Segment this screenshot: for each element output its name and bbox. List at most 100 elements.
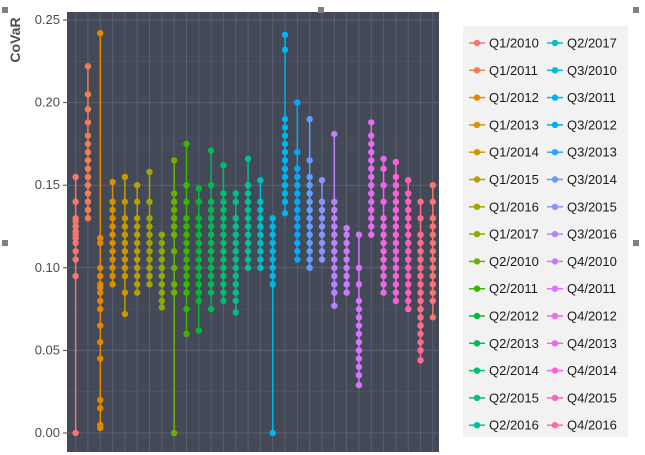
legend-key-point	[551, 230, 559, 238]
data-point	[368, 148, 375, 156]
legend-key-point	[551, 149, 559, 156]
data-point	[109, 272, 116, 280]
data-point	[121, 248, 129, 255]
data-point	[343, 256, 350, 263]
data-point	[294, 190, 301, 197]
legend-label: Q2/2016	[489, 418, 539, 433]
data-point	[134, 264, 141, 271]
data-point	[294, 182, 301, 189]
data-point	[134, 215, 141, 222]
data-point	[72, 239, 79, 247]
data-point	[269, 429, 276, 437]
y-axis-label: CoVaR	[7, 17, 23, 62]
data-point	[355, 338, 363, 346]
data-point	[417, 264, 424, 271]
data-point	[232, 281, 239, 288]
legend-key-point	[551, 203, 559, 210]
data-point	[244, 264, 252, 271]
data-point	[183, 256, 190, 263]
legend-label: Q3/2015	[567, 199, 617, 214]
data-point	[281, 124, 289, 131]
legend-label: Q2/2011	[489, 281, 538, 296]
data-point	[220, 231, 227, 238]
data-point	[417, 239, 424, 247]
data-point	[84, 148, 92, 156]
data-point	[380, 248, 387, 255]
data-point	[72, 223, 79, 230]
data-point	[392, 248, 400, 255]
data-point	[195, 223, 203, 230]
data-point	[281, 115, 289, 123]
legend-item: Q2/2016	[469, 418, 539, 433]
data-point	[183, 248, 190, 255]
resize-handle-top-left[interactable]	[2, 7, 8, 13]
data-point	[355, 330, 363, 338]
data-point	[429, 231, 437, 238]
data-point	[232, 198, 239, 205]
data-point	[244, 155, 252, 162]
data-point	[121, 198, 129, 205]
data-point	[232, 272, 239, 280]
resize-handle-middle-left[interactable]	[2, 240, 8, 246]
legend-label: Q1/2012	[489, 90, 539, 105]
data-point	[257, 264, 264, 271]
legend-label: Q1/2017	[489, 227, 539, 242]
legend-label: Q3/2011	[567, 90, 616, 105]
data-point	[281, 132, 289, 139]
data-point	[232, 215, 239, 222]
legend-label: Q2/2012	[489, 309, 539, 324]
data-point	[97, 405, 104, 412]
data-point	[429, 198, 437, 205]
legend-item: Q3/2011	[547, 90, 616, 105]
data-point	[195, 248, 203, 255]
resize-handle-top-center[interactable]	[318, 7, 324, 13]
data-point	[220, 289, 227, 296]
data-point	[269, 281, 276, 288]
legend-item: Q2/2010	[469, 254, 539, 269]
data-point	[331, 289, 338, 296]
series-group	[269, 215, 276, 437]
data-point	[134, 289, 141, 296]
data-point	[170, 248, 178, 255]
data-point	[368, 173, 375, 181]
legend-item: Q3/2010	[547, 63, 617, 78]
legend-item: Q4/2012	[547, 309, 617, 324]
data-point	[84, 198, 92, 205]
legend-item: Q2/2014	[469, 363, 539, 378]
data-point	[318, 215, 326, 222]
series-group	[183, 140, 190, 338]
data-point	[269, 215, 276, 222]
data-point	[134, 231, 141, 238]
data-point	[380, 182, 387, 189]
data-point	[355, 371, 363, 379]
data-point	[207, 223, 215, 230]
data-point	[84, 91, 92, 98]
data-point	[331, 239, 338, 247]
legend-item: Q3/2016	[547, 227, 617, 242]
data-point	[146, 198, 153, 205]
resize-handle-top-right[interactable]	[633, 7, 639, 13]
series-group	[294, 99, 301, 263]
legend-item: Q4/2016	[547, 418, 617, 433]
y-tick-label: 0.25	[35, 12, 60, 27]
data-point	[429, 289, 437, 296]
data-point	[232, 239, 239, 247]
data-point	[183, 281, 190, 288]
data-point	[195, 185, 203, 192]
legend-label: Q1/2016	[489, 199, 539, 214]
data-point	[355, 281, 363, 288]
data-point	[158, 272, 166, 280]
data-point	[405, 281, 412, 288]
data-point	[306, 115, 313, 123]
data-point	[306, 190, 313, 197]
legend-label: Q2/2010	[489, 254, 539, 269]
series-group	[355, 231, 363, 389]
data-point	[134, 248, 141, 255]
data-point	[84, 190, 92, 197]
data-point	[417, 338, 424, 346]
data-point	[368, 182, 375, 189]
data-point	[257, 206, 264, 214]
resize-handle-middle-right[interactable]	[633, 240, 639, 246]
data-point	[281, 31, 289, 39]
